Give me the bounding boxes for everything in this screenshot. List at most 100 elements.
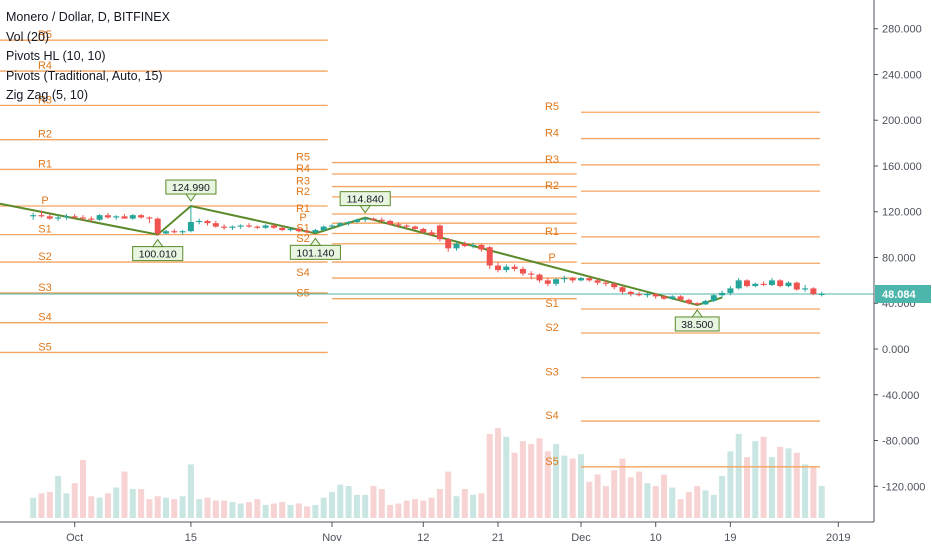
candle-body [669, 296, 676, 299]
volume-bar [312, 504, 319, 518]
candle-body [279, 227, 286, 231]
volume-bar [511, 452, 518, 518]
pivot-hl-pointer [151, 238, 164, 248]
volume-bar [138, 489, 145, 518]
candle-body [237, 225, 244, 227]
volume-bar [594, 474, 601, 518]
candle-body [295, 228, 302, 232]
candle-body [246, 225, 252, 227]
candle-body [602, 282, 609, 284]
volume-bar [644, 483, 651, 518]
candle-body [569, 278, 576, 281]
pivot-hl-label: 38.500 [681, 319, 713, 331]
volume-bar [445, 471, 452, 518]
volume-bar [179, 496, 186, 518]
pivot-label: R3 [545, 154, 559, 166]
volume-bar [221, 500, 228, 518]
candle-body [528, 273, 535, 275]
candle-body [38, 215, 45, 217]
pivot-label: S2 [545, 322, 558, 334]
candle-body [221, 226, 228, 228]
volume-bar [793, 452, 800, 518]
candle-body [320, 226, 327, 231]
pivot-label: R2 [296, 186, 310, 198]
volume-bar [768, 457, 775, 518]
volume-bar [362, 494, 369, 518]
pivot-hl-label: 100.010 [139, 249, 177, 261]
candle-body [453, 243, 460, 249]
volume-bar [569, 458, 576, 518]
candle-body [403, 225, 410, 227]
candle-body [370, 218, 377, 220]
candle-body [436, 225, 443, 240]
volume-bar [387, 504, 394, 518]
candle-body [304, 231, 311, 233]
candle-body [760, 283, 767, 285]
candle-body [486, 247, 493, 266]
pivot-hl-label: 114.840 [347, 194, 384, 206]
pivot-label: R1 [38, 158, 52, 170]
candle-body [519, 268, 526, 274]
volume-bar [669, 487, 676, 518]
pivot-label: S3 [38, 282, 51, 294]
pivots-traditional-indicator-label[interactable]: Pivots (Traditional, Auto, 15) [6, 68, 163, 83]
candle-body [702, 300, 709, 305]
candle-body [677, 296, 684, 300]
volume-bar [486, 433, 493, 518]
volume-bar [810, 467, 817, 518]
volume-bar [329, 491, 335, 518]
symbol-title[interactable]: Monero / Dollar, D, BITFINEX [6, 10, 170, 24]
x-tick-label: 15 [185, 532, 197, 544]
pivot-label: R5 [296, 152, 310, 164]
candle-body [470, 244, 477, 247]
candle-body [544, 280, 551, 284]
pivot-label: R5 [38, 29, 52, 41]
volume-bar [428, 497, 435, 518]
x-tick-label: 10 [650, 532, 662, 544]
volume-bar [146, 499, 153, 518]
volume-bar [619, 458, 626, 518]
candle-body [80, 217, 86, 219]
pivot-label: S4 [38, 312, 51, 324]
volume-indicator-label[interactable]: Vol (20) [6, 29, 50, 44]
candle-body [611, 283, 618, 288]
candle-body [146, 217, 153, 219]
volume-bar [453, 496, 460, 518]
y-tick-label: 80.000 [882, 252, 916, 264]
pivot-label: R3 [296, 176, 310, 188]
volume-bar [196, 499, 203, 518]
y-tick-label: 200.000 [882, 115, 922, 127]
volume-bar [55, 475, 62, 518]
volume-bar [627, 477, 634, 518]
volume-bar [395, 503, 402, 518]
candle-body [578, 278, 584, 281]
y-tick-label: 0.000 [882, 344, 910, 356]
zigzag-indicator-label[interactable]: Zig Zag (5, 10) [6, 88, 88, 102]
volume-bar [412, 499, 418, 518]
pivots-hl-indicator-label[interactable]: Pivots HL (10, 10) [6, 49, 106, 63]
volume-bar [246, 502, 252, 518]
volume-bar [30, 497, 37, 518]
y-tick-label: 120.000 [882, 207, 922, 219]
candle-body [254, 226, 261, 228]
volume-bar [495, 428, 501, 518]
volume-bar [378, 489, 385, 518]
candle-body [46, 216, 53, 219]
volume-bar [636, 471, 643, 518]
candle-body [179, 231, 186, 233]
pivot-label: R2 [38, 129, 52, 141]
volume-bar [578, 454, 584, 518]
volume-bar [478, 493, 485, 518]
candle-body [287, 228, 294, 231]
candle-body [735, 280, 742, 289]
volume-bar [785, 448, 792, 518]
candle-body [345, 222, 352, 224]
volume-bar [345, 486, 352, 518]
volume-bar [262, 504, 269, 518]
volume-bar [727, 451, 734, 518]
candle-body [511, 266, 518, 269]
candle-body [204, 220, 211, 224]
candle-body [802, 288, 809, 290]
volume-bar [270, 503, 277, 518]
